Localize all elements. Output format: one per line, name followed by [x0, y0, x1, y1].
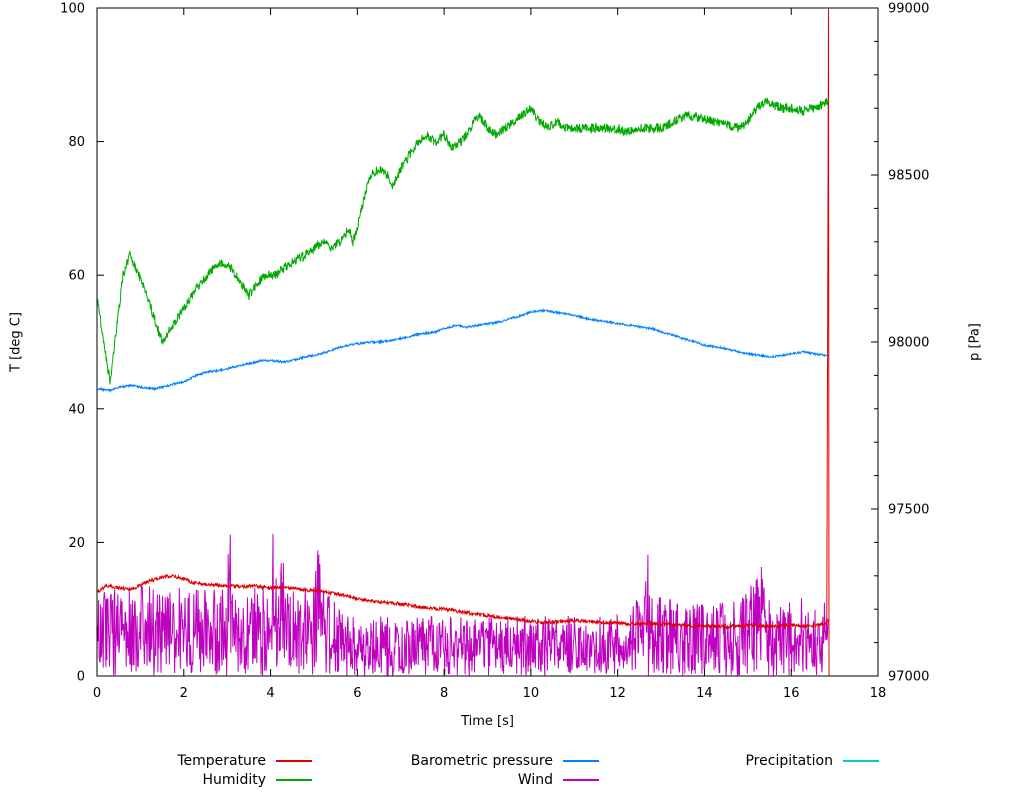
legend-item-precipitation: Precipitation	[620, 752, 879, 770]
x-axis-label: Time [s]	[461, 714, 514, 729]
svg-text:12: 12	[609, 686, 626, 701]
y-axis-right-ticks	[871, 7, 878, 677]
svg-text:97500: 97500	[888, 503, 929, 518]
svg-text:98000: 98000	[888, 336, 929, 351]
legend-swatch-precipitation	[843, 760, 879, 762]
svg-text:98500: 98500	[888, 169, 929, 184]
series-humidity	[96, 97, 829, 385]
svg-text:16: 16	[783, 686, 800, 701]
y-axis-label-right: p [Pa]	[967, 323, 983, 361]
x-axis-ticks	[96, 8, 879, 676]
svg-text:14: 14	[696, 686, 713, 701]
x-axis-tick-labels: 0 2 4 6 8 10 12 14 16 18	[93, 686, 886, 701]
legend-swatch-wind	[563, 779, 599, 781]
svg-text:20: 20	[68, 536, 85, 551]
legend-item-barometric-pressure: Barometric pressure	[340, 752, 599, 770]
legend-label-temperature: Temperature	[177, 753, 266, 769]
svg-text:8: 8	[440, 686, 448, 701]
svg-text:97000: 97000	[888, 670, 929, 685]
svg-text:2: 2	[180, 686, 188, 701]
svg-text:4: 4	[266, 686, 274, 701]
svg-text:60: 60	[68, 269, 85, 284]
legend-label-precipitation: Precipitation	[745, 753, 833, 769]
svg-text:10: 10	[523, 686, 540, 701]
svg-text:6: 6	[353, 686, 361, 701]
series-barometric-pressure	[96, 308, 829, 394]
svg-text:99000: 99000	[888, 2, 929, 17]
svg-text:80: 80	[68, 135, 85, 150]
plot-border	[96, 7, 879, 677]
series-temperature	[96, 8, 830, 676]
series-group	[96, 8, 830, 677]
svg-text:18: 18	[870, 686, 887, 701]
svg-text:0: 0	[77, 670, 85, 685]
svg-text:40: 40	[68, 402, 85, 417]
legend-item-temperature: Temperature	[60, 752, 312, 770]
legend-swatch-temperature	[276, 760, 312, 762]
y-axis-left-ticks	[97, 7, 104, 677]
legend-label-wind: Wind	[517, 772, 553, 788]
y-axis-left-tick-labels: 0 20 40 60 80 100	[60, 2, 85, 685]
y-axis-right-tick-labels: 97000 97500 98000 98500 99000	[888, 2, 929, 685]
series-wind	[96, 533, 829, 677]
legend-label-barometric-pressure: Barometric pressure	[410, 753, 553, 769]
legend-swatch-humidity	[276, 779, 312, 781]
legend-item-humidity: Humidity	[60, 771, 312, 789]
y-axis-label-left: T [deg C]	[8, 312, 24, 372]
legend-swatch-barometric-pressure	[563, 760, 599, 762]
svg-text:100: 100	[60, 2, 85, 17]
legend-item-wind: Wind	[340, 771, 599, 789]
legend-label-humidity: Humidity	[202, 772, 266, 788]
svg-text:0: 0	[93, 686, 101, 701]
